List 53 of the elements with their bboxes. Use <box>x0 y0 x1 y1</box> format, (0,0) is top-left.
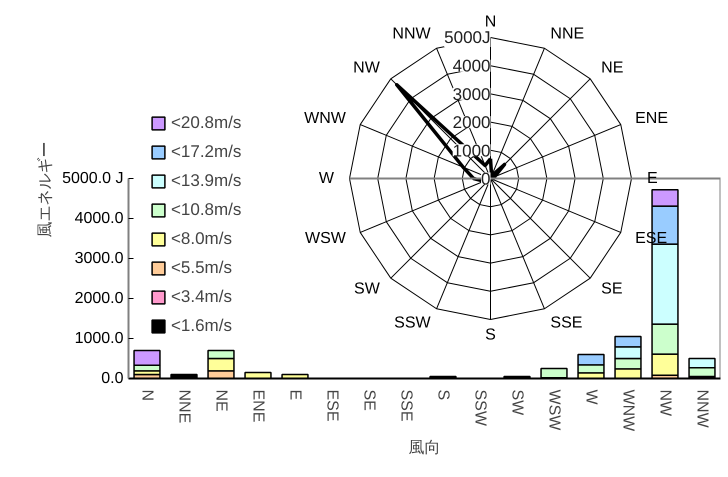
y-tick-label: 2000.0 <box>74 290 124 307</box>
y-tick-label: 1000.0 <box>74 330 124 347</box>
x-tick-label: WNW <box>620 390 636 432</box>
y-tick-label: 4000 <box>452 56 491 76</box>
y-tick-label: 4000.0 <box>74 210 124 227</box>
x-tick-label: NW <box>656 390 674 418</box>
spoke-label: NNE <box>550 25 584 42</box>
x-tick-label: SW <box>508 390 526 416</box>
spoke-label: SW <box>354 280 381 298</box>
y-tick-label: 3000.0 <box>74 250 124 267</box>
y-axis-title: 風エネルギー <box>36 142 54 238</box>
x-tick-label: NE <box>212 390 230 412</box>
spoke-label: WNW <box>304 110 347 128</box>
x-tick-label: NNW <box>694 390 710 429</box>
x-tick-label: N <box>138 390 156 402</box>
spoke-label: NNW <box>392 25 432 42</box>
x-tick-label: SSW <box>472 390 488 427</box>
legend-label: <20.8m/s <box>171 113 242 133</box>
legend-label: <10.8m/s <box>171 200 242 220</box>
legend-label: <13.9m/s <box>171 171 242 191</box>
spoke-label: ENE <box>635 110 668 128</box>
x-tick-label: W <box>582 390 600 406</box>
x-tick-label: ESE <box>324 390 340 422</box>
x-axis-title: 風向 <box>408 439 440 456</box>
y-tick-label: 5000J <box>444 28 491 47</box>
spoke-label: E <box>647 170 658 187</box>
spoke-label: NE <box>601 59 624 76</box>
x-tick-label: E <box>286 390 304 400</box>
spoke-label: SSW <box>394 314 432 332</box>
spoke-label: NW <box>353 59 381 76</box>
x-tick-label: NNE <box>176 390 192 424</box>
y-tick-label: 2000 <box>452 113 491 132</box>
legend-label: <8.0m/s <box>171 229 232 249</box>
spoke-label: SE <box>601 280 623 298</box>
x-tick-label: SE <box>360 390 378 411</box>
spoke-label: WSW <box>305 230 347 247</box>
y-tick-label: 1000 <box>452 141 491 160</box>
legend-label: <17.2m/s <box>171 142 242 162</box>
legend-label: <3.4m/s <box>171 287 232 307</box>
y-tick-label: 0 <box>481 170 491 188</box>
x-tick-label: SSE <box>398 390 414 422</box>
y-tick-label: 3000 <box>452 84 491 104</box>
x-tick-label: ENE <box>250 390 266 422</box>
legend-label: <5.5m/s <box>171 258 232 278</box>
legend-label: <1.6m/s <box>171 316 232 336</box>
x-tick-label: S <box>434 390 452 400</box>
spoke-label: S <box>485 326 496 344</box>
spoke-label: W <box>318 170 335 187</box>
spoke-label: N <box>484 13 496 30</box>
x-tick-label: WSW <box>546 390 562 432</box>
y-tick-label: 0.0 <box>101 370 124 387</box>
spoke-label: SSE <box>550 314 582 332</box>
y-tick-label: 5000.0 J <box>62 170 124 187</box>
